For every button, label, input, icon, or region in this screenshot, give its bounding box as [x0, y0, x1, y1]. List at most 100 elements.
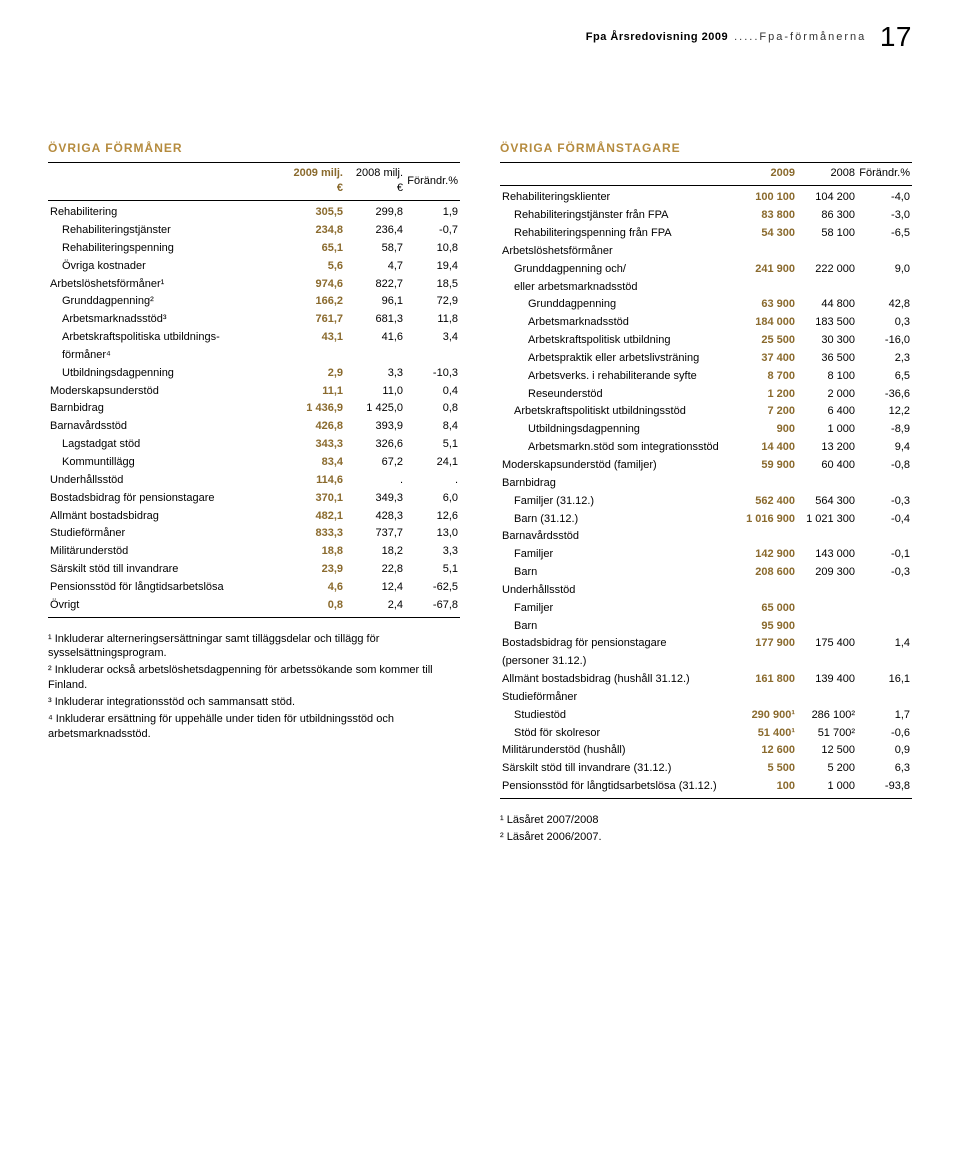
cell-value	[797, 581, 857, 599]
table-row: Arbetspraktik eller arbetslivsträning37 …	[500, 349, 912, 367]
table-row: Studieförmåner	[500, 688, 912, 706]
table-row: Rehabiliteringspenning från FPA54 30058 …	[500, 225, 912, 243]
cell-value: 42,8	[857, 296, 912, 314]
table-row: Moderskapsunderstöd11,111,00,4	[48, 382, 460, 400]
column-header: Förändr.%	[857, 165, 912, 186]
cell-value: 900	[737, 421, 797, 439]
cell-value: 370,1	[285, 489, 345, 507]
cell-value	[797, 617, 857, 635]
cell-value: 36 500	[797, 349, 857, 367]
cell-value	[857, 474, 912, 492]
table-row: Stöd för skolresor51 400¹51 700²-0,6	[500, 724, 912, 742]
cell-value: 208 600	[737, 564, 797, 582]
cell-value: 8,4	[405, 418, 460, 436]
table-row: Övriga kostnader5,64,719,4	[48, 257, 460, 275]
cell-value: 737,7	[345, 525, 405, 543]
cell-value: -62,5	[405, 578, 460, 596]
cell-value: 65 000	[737, 599, 797, 617]
table-row: Rehabilitering305,5299,81,9	[48, 201, 460, 222]
cell-value: 5 500	[737, 760, 797, 778]
row-label: förmåner⁴	[48, 346, 285, 364]
row-label: Barn	[500, 564, 737, 582]
cell-value: 177 900	[737, 635, 797, 653]
row-label: Arbetsmarkn.stöd som integrationsstöd	[500, 439, 737, 457]
cell-value: 183 500	[797, 314, 857, 332]
cell-value	[737, 653, 797, 671]
row-label: Barnbidrag	[500, 474, 737, 492]
cell-value: 161 800	[737, 671, 797, 689]
cell-value: 30 300	[797, 332, 857, 350]
cell-value: 23,9	[285, 561, 345, 579]
table-row: Bostadsbidrag för pensionstagare177 9001…	[500, 635, 912, 653]
row-label: Bostadsbidrag för pensionstagare	[500, 635, 737, 653]
cell-value: 65,1	[285, 239, 345, 257]
row-label: Rehabiliteringsklienter	[500, 186, 737, 207]
table-row: Arbetskraftspolitisk utbildning25 50030 …	[500, 332, 912, 350]
row-label: Pensionsstöd för långtidsarbetslösa	[48, 578, 285, 596]
row-label: Särskilt stöd till invandrare (31.12.)	[500, 760, 737, 778]
table-row: Studieförmåner833,3737,713,0	[48, 525, 460, 543]
cell-value: 12,4	[345, 578, 405, 596]
table-row: Reseunderstöd1 2002 000-36,6	[500, 385, 912, 403]
row-label: Rehabilitering	[48, 201, 285, 222]
row-label: Studieförmåner	[48, 525, 285, 543]
cell-value: 18,8	[285, 543, 345, 561]
table-row: Familjer142 900143 000-0,1	[500, 546, 912, 564]
cell-value: 41,6	[345, 329, 405, 347]
cell-value: 166,2	[285, 293, 345, 311]
cell-value: -0,6	[857, 724, 912, 742]
row-label: Kommuntillägg	[48, 453, 285, 471]
right-column: ÖVRIGA FÖRMÅNSTAGARE 20092008Förändr.% R…	[500, 140, 912, 847]
cell-value: 305,5	[285, 201, 345, 222]
cell-value: 236,4	[345, 222, 405, 240]
cell-value: 5 200	[797, 760, 857, 778]
row-label: Studieförmåner	[500, 688, 737, 706]
table-row: Barnbidrag1 436,91 425,00,8	[48, 400, 460, 418]
cell-value: 2 000	[797, 385, 857, 403]
cell-value: 96,1	[345, 293, 405, 311]
cell-value: .	[345, 471, 405, 489]
cell-value: 681,3	[345, 311, 405, 329]
cell-value: 10,8	[405, 239, 460, 257]
cell-value: -0,7	[405, 222, 460, 240]
cell-value: 9,0	[857, 260, 912, 278]
row-label: Studiestöd	[500, 706, 737, 724]
header-section: .....Fpa-förmånerna	[734, 31, 866, 43]
row-label: Arbetskraftspolitisk utbildning	[500, 332, 737, 350]
cell-value	[345, 346, 405, 364]
cell-value: 60 400	[797, 456, 857, 474]
content-wrapper: ÖVRIGA FÖRMÅNER 2009 milj. €2008 milj. €…	[0, 60, 960, 887]
cell-value	[737, 242, 797, 260]
cell-value: 1 200	[737, 385, 797, 403]
cell-value: 209 300	[797, 564, 857, 582]
cell-value: 0,3	[857, 314, 912, 332]
table-row: Utbildningsdagpenning2,93,3-10,3	[48, 364, 460, 382]
table-row: Barn208 600209 300-0,3	[500, 564, 912, 582]
cell-value: 343,3	[285, 436, 345, 454]
cell-value: 72,9	[405, 293, 460, 311]
row-label: Bostadsbidrag för pensionstagare	[48, 489, 285, 507]
cell-value: 11,1	[285, 382, 345, 400]
cell-value	[797, 653, 857, 671]
cell-value: 2,3	[857, 349, 912, 367]
table-row: Arbetsmarknadsstöd184 000183 5000,3	[500, 314, 912, 332]
cell-value: 100	[737, 778, 797, 799]
row-label: Rehabiliteringspenning från FPA	[500, 225, 737, 243]
cell-value: 564 300	[797, 492, 857, 510]
row-label: Familjer (31.12.)	[500, 492, 737, 510]
column-header: 2009 milj. €	[285, 165, 345, 201]
row-label: Grunddagpenning och/	[500, 260, 737, 278]
cell-value: 51 400¹	[737, 724, 797, 742]
cell-value: 5,1	[405, 436, 460, 454]
row-label: Utbildningsdagpenning	[500, 421, 737, 439]
cell-value: 44 800	[797, 296, 857, 314]
cell-value: -3,0	[857, 207, 912, 225]
table-row: Underhållsstöd	[500, 581, 912, 599]
cell-value: 37 400	[737, 349, 797, 367]
cell-value	[857, 617, 912, 635]
cell-value	[797, 474, 857, 492]
cell-value: 22,8	[345, 561, 405, 579]
cell-value: 286 100²	[797, 706, 857, 724]
table-row: Grunddagpenning²166,296,172,9	[48, 293, 460, 311]
table-row: Särskilt stöd till invandrare (31.12.)5 …	[500, 760, 912, 778]
